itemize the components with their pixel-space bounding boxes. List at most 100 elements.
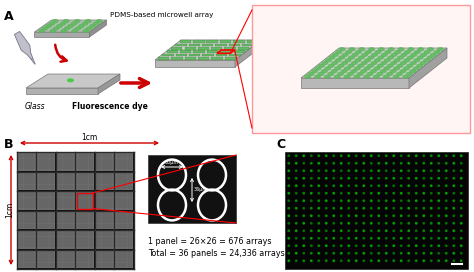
Ellipse shape [67, 78, 74, 82]
Ellipse shape [308, 72, 315, 76]
Ellipse shape [287, 184, 290, 187]
Ellipse shape [324, 66, 331, 71]
Bar [96, 153, 114, 171]
Ellipse shape [332, 244, 335, 247]
Ellipse shape [355, 244, 358, 247]
Ellipse shape [340, 214, 343, 217]
Bar [148, 155, 236, 223]
Ellipse shape [437, 47, 444, 52]
Ellipse shape [318, 237, 320, 240]
Ellipse shape [377, 229, 380, 232]
Ellipse shape [385, 237, 388, 240]
Ellipse shape [302, 169, 305, 172]
Ellipse shape [325, 237, 328, 240]
Ellipse shape [438, 192, 440, 195]
Bar [229, 54, 240, 56]
Ellipse shape [452, 192, 455, 195]
Ellipse shape [430, 222, 433, 225]
Polygon shape [90, 20, 107, 37]
Ellipse shape [340, 237, 343, 240]
Ellipse shape [332, 52, 339, 57]
Ellipse shape [355, 162, 358, 165]
Bar [172, 57, 183, 60]
Ellipse shape [355, 237, 358, 240]
Ellipse shape [407, 192, 410, 195]
Bar [225, 47, 236, 50]
Ellipse shape [340, 199, 343, 202]
Polygon shape [31, 58, 35, 64]
Ellipse shape [383, 66, 390, 71]
Bar [57, 211, 75, 229]
Ellipse shape [295, 199, 298, 202]
Ellipse shape [347, 162, 350, 165]
Ellipse shape [355, 192, 358, 195]
Ellipse shape [438, 222, 440, 225]
Ellipse shape [415, 162, 418, 165]
Ellipse shape [370, 154, 373, 157]
Ellipse shape [287, 192, 290, 195]
Ellipse shape [387, 55, 394, 60]
Ellipse shape [376, 72, 383, 76]
Ellipse shape [370, 169, 373, 172]
Ellipse shape [422, 252, 425, 255]
Ellipse shape [385, 169, 388, 172]
Ellipse shape [422, 237, 425, 240]
Ellipse shape [302, 184, 305, 187]
Ellipse shape [422, 199, 425, 202]
Ellipse shape [344, 66, 351, 71]
Ellipse shape [287, 244, 290, 247]
Ellipse shape [445, 177, 447, 180]
Ellipse shape [335, 58, 342, 63]
Ellipse shape [373, 74, 380, 79]
Ellipse shape [341, 61, 348, 65]
Ellipse shape [302, 162, 305, 165]
Ellipse shape [302, 259, 305, 262]
Ellipse shape [422, 244, 425, 247]
Ellipse shape [331, 69, 337, 73]
Ellipse shape [400, 244, 402, 247]
Bar [17, 152, 134, 269]
Ellipse shape [423, 58, 430, 63]
Bar [171, 47, 182, 50]
Ellipse shape [407, 252, 410, 255]
Bar [57, 172, 75, 190]
Ellipse shape [438, 207, 440, 210]
Ellipse shape [340, 69, 347, 73]
Ellipse shape [400, 214, 402, 217]
Ellipse shape [381, 52, 388, 57]
Ellipse shape [78, 24, 85, 28]
Bar [202, 44, 213, 47]
Ellipse shape [377, 177, 380, 180]
Ellipse shape [340, 162, 343, 165]
Ellipse shape [430, 244, 433, 247]
Ellipse shape [310, 237, 313, 240]
Ellipse shape [391, 52, 398, 57]
Ellipse shape [452, 177, 455, 180]
Ellipse shape [392, 199, 395, 202]
Ellipse shape [392, 154, 395, 157]
Ellipse shape [404, 50, 411, 54]
Bar [193, 50, 205, 53]
Ellipse shape [385, 214, 388, 217]
Ellipse shape [370, 207, 373, 210]
Ellipse shape [362, 244, 365, 247]
Ellipse shape [392, 162, 395, 165]
Ellipse shape [422, 214, 425, 217]
Ellipse shape [310, 259, 313, 262]
Bar [115, 192, 133, 210]
Bar [167, 50, 178, 53]
Ellipse shape [361, 52, 368, 57]
Ellipse shape [328, 55, 335, 60]
Ellipse shape [335, 50, 342, 54]
Ellipse shape [430, 154, 433, 157]
Ellipse shape [445, 169, 447, 172]
Bar [57, 153, 75, 171]
Ellipse shape [438, 154, 440, 157]
Polygon shape [301, 48, 447, 78]
Ellipse shape [430, 229, 433, 232]
Ellipse shape [460, 214, 463, 217]
Ellipse shape [295, 162, 298, 165]
Ellipse shape [460, 259, 463, 262]
Ellipse shape [377, 207, 380, 210]
Ellipse shape [385, 222, 388, 225]
